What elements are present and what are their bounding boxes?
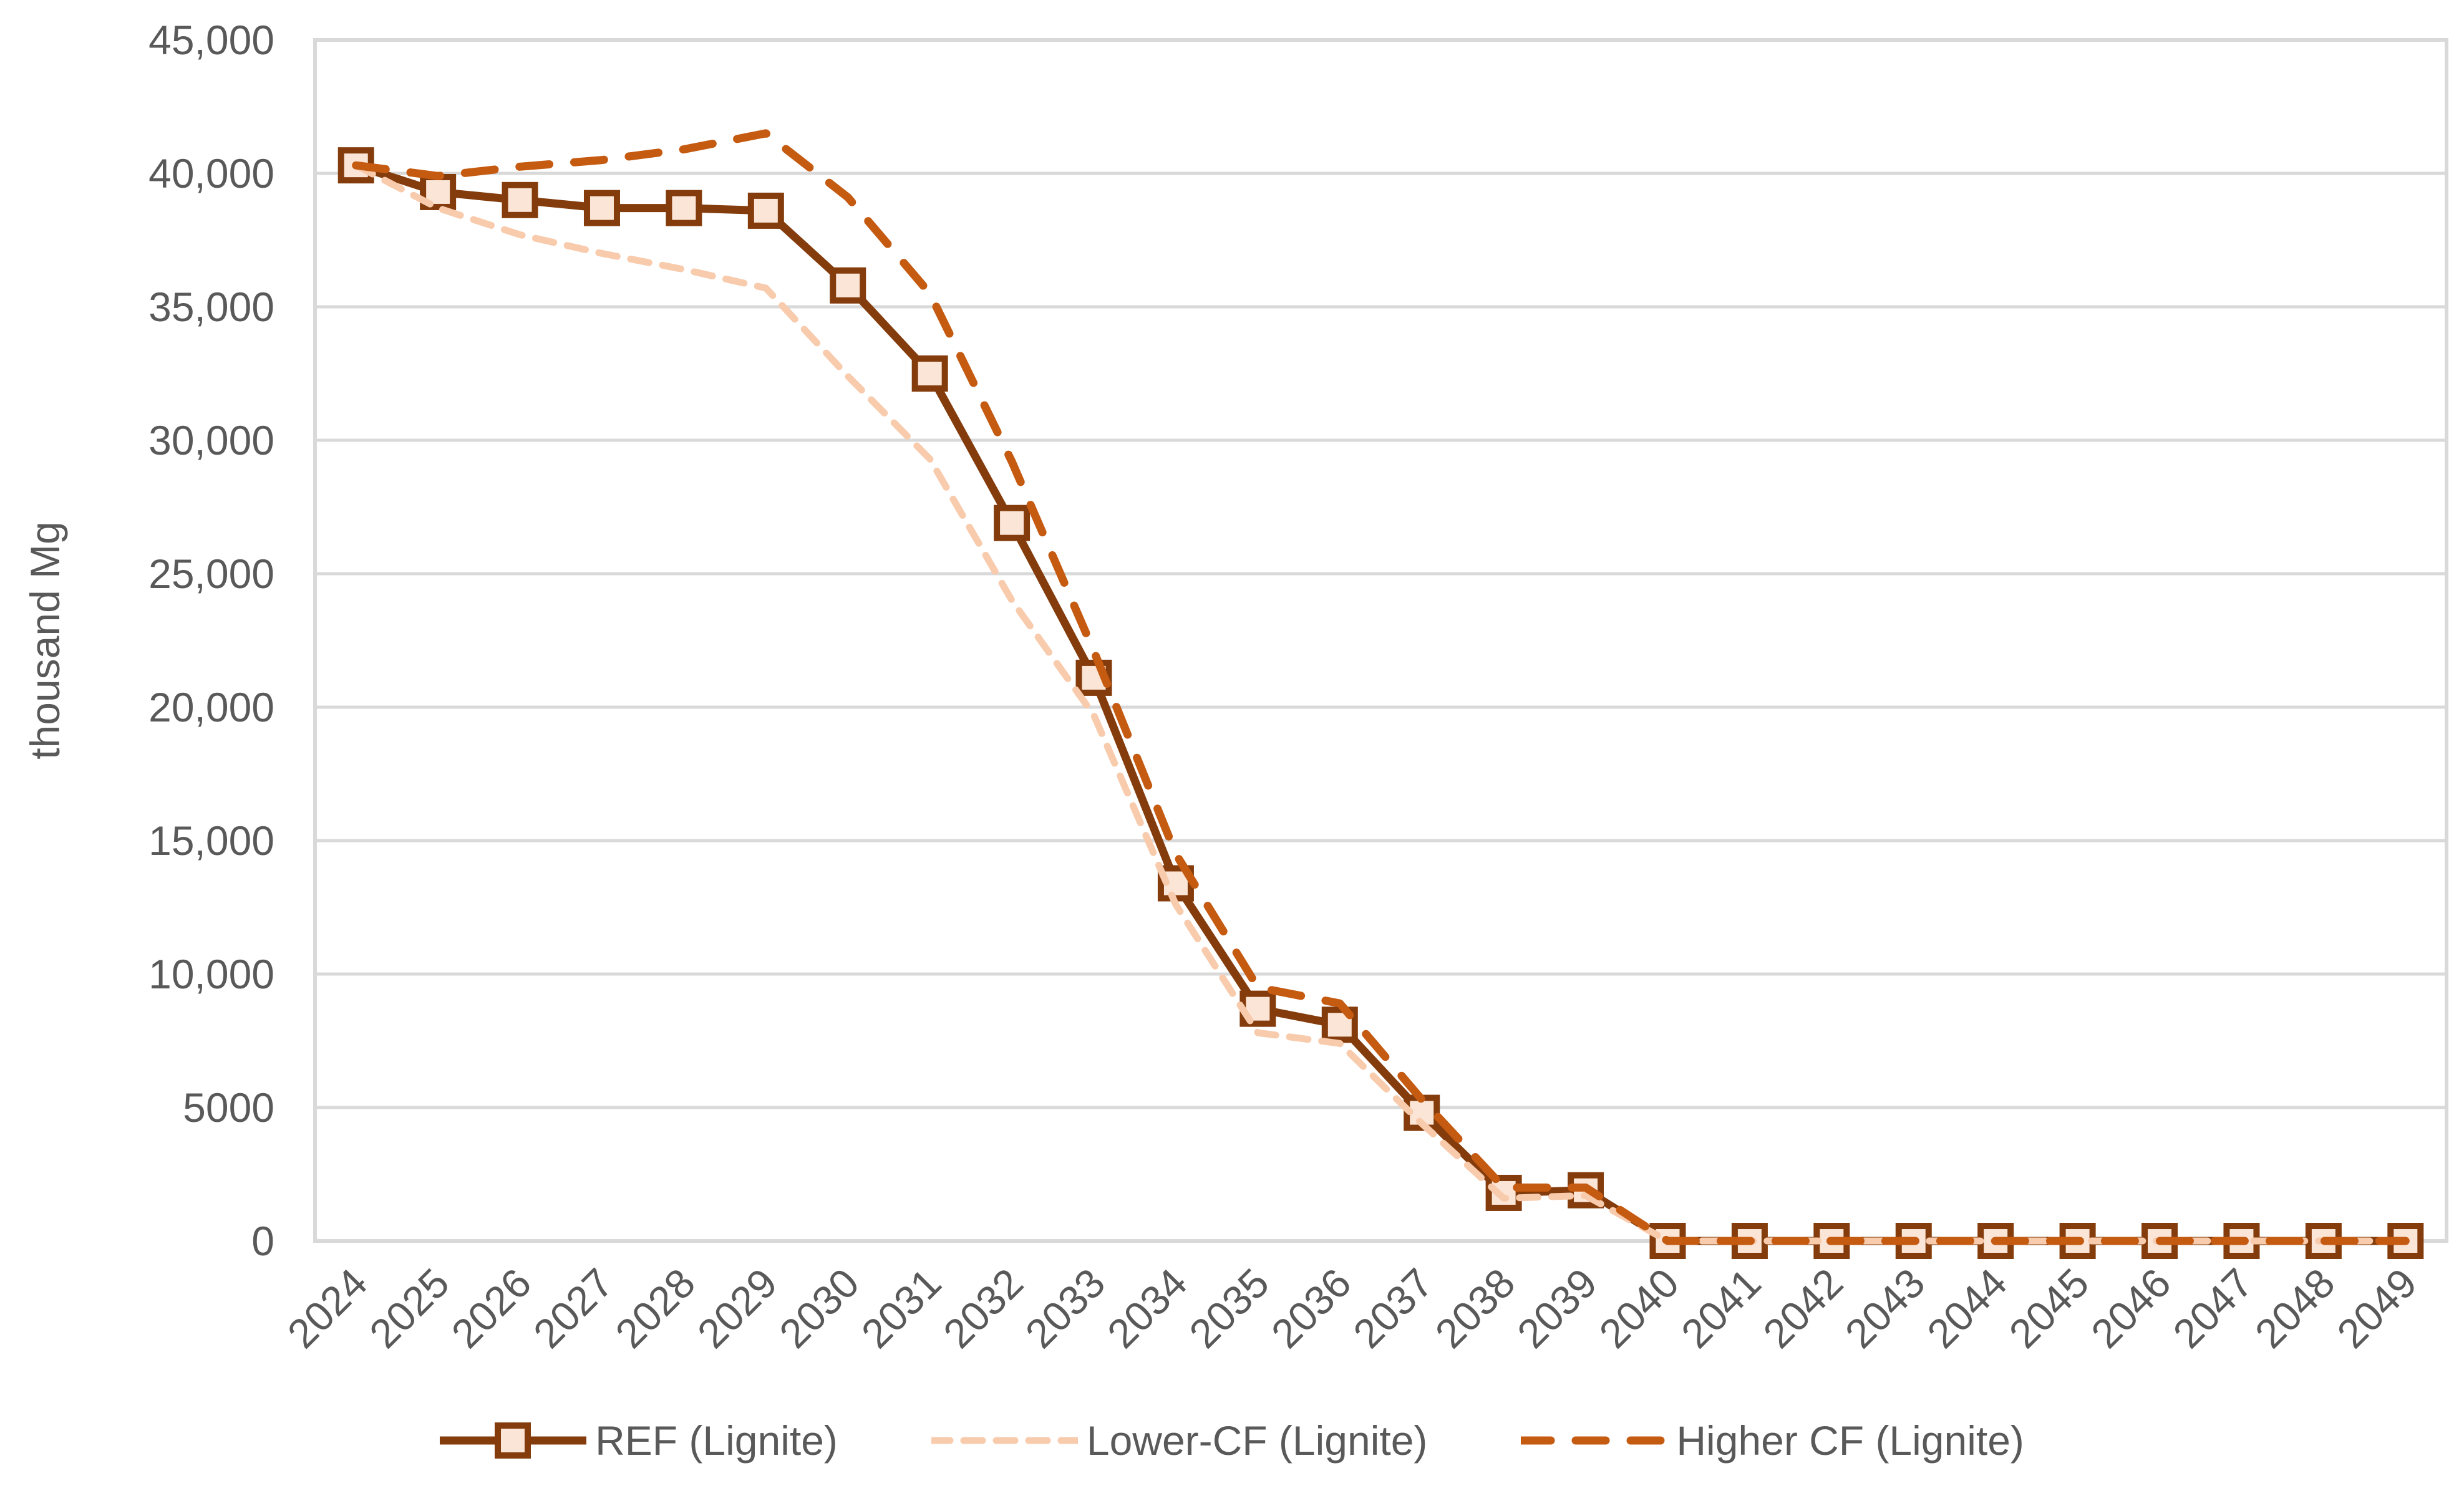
x-tick-label: 2024 [278,1260,376,1357]
x-tick-label: 2049 [2328,1260,2425,1357]
x-tick-label: 2037 [1344,1260,1442,1357]
data-point-marker [747,192,784,229]
x-tick-label: 2044 [1918,1260,2015,1357]
series-lower-cf-lignite- [352,162,2409,1245]
y-tick-label: 20,000 [148,684,274,730]
x-tick-label: 2027 [525,1260,622,1357]
y-axis-title: thousand Mg [22,521,68,760]
y-tick-label: 30,000 [148,417,274,463]
x-tick-label: 2030 [770,1260,868,1357]
x-tick-label: 2034 [1099,1260,1196,1357]
x-tick-label: 2040 [1590,1260,1687,1357]
legend-item-higher-cf[interactable]: Higher CF (Lignite) [1521,1416,2024,1465]
x-tick-label: 2032 [934,1260,1032,1357]
x-tick-label: 2033 [1016,1260,1113,1357]
data-point-marker [666,190,702,226]
y-tick-label: 45,000 [148,17,274,63]
legend-item-lower-cf[interactable]: Lower-CF (Lignite) [931,1416,1428,1465]
x-tick-label: 2031 [852,1260,949,1357]
data-point-marker [502,181,538,218]
legend: REF (Lignite) Lower-CF (Lignite) Higher … [0,1397,2464,1484]
plot-border [313,38,2448,1243]
x-tick-label: 2046 [2082,1260,2180,1357]
series-ref-lignite- [337,147,2424,1259]
x-axis-tick-labels: 2024202520262027202820292030203120322033… [278,1260,2425,1357]
y-tick-label: 35,000 [148,284,274,330]
x-tick-label: 2025 [361,1260,458,1357]
x-tick-label: 2036 [1263,1260,1360,1357]
x-tick-label: 2048 [2246,1260,2344,1357]
higher-cf-line-sample [1521,1436,1668,1445]
legend-item-ref[interactable]: REF (Lignite) [440,1416,838,1465]
x-tick-label: 2038 [1426,1260,1523,1357]
legend-label-higher-cf: Higher CF (Lignite) [1676,1417,2024,1464]
ref-line-sample [440,1422,587,1459]
x-tick-label: 2026 [442,1260,540,1357]
x-tick-label: 2043 [1836,1260,1934,1357]
y-tick-label: 10,000 [148,951,274,997]
x-tick-label: 2042 [1754,1260,1851,1357]
x-tick-label: 2045 [2000,1260,2097,1357]
data-point-marker [583,190,620,226]
y-tick-label: 25,000 [148,551,274,597]
x-tick-label: 2041 [1672,1260,1770,1357]
y-axis-tick-labels: 0 5000 10,000 15,000 20,000 25,000 30,000 35,00… [148,17,274,1264]
x-tick-label: 2029 [689,1260,786,1357]
y-tick-label: 15,000 [148,818,274,864]
y-tick-label: 40,000 [148,150,274,196]
y-tick-label: 5000 [183,1084,274,1131]
x-tick-label: 2047 [2164,1260,2261,1357]
data-point-marker [830,267,866,304]
series-higher-cf-lignite- [352,129,2410,1245]
data-point-marker [911,355,948,392]
x-tick-label: 2028 [606,1260,704,1357]
legend-label-lower-cf: Lower-CF (Lignite) [1086,1417,1428,1464]
x-tick-label: 2035 [1180,1260,1278,1357]
data-point-marker [994,504,1031,541]
y-tick-label: 0 [251,1218,274,1264]
gridlines [315,38,2447,1243]
legend-label-ref: REF (Lignite) [595,1417,838,1464]
x-tick-label: 2039 [1508,1260,1606,1357]
lower-cf-line-sample [931,1437,1078,1444]
